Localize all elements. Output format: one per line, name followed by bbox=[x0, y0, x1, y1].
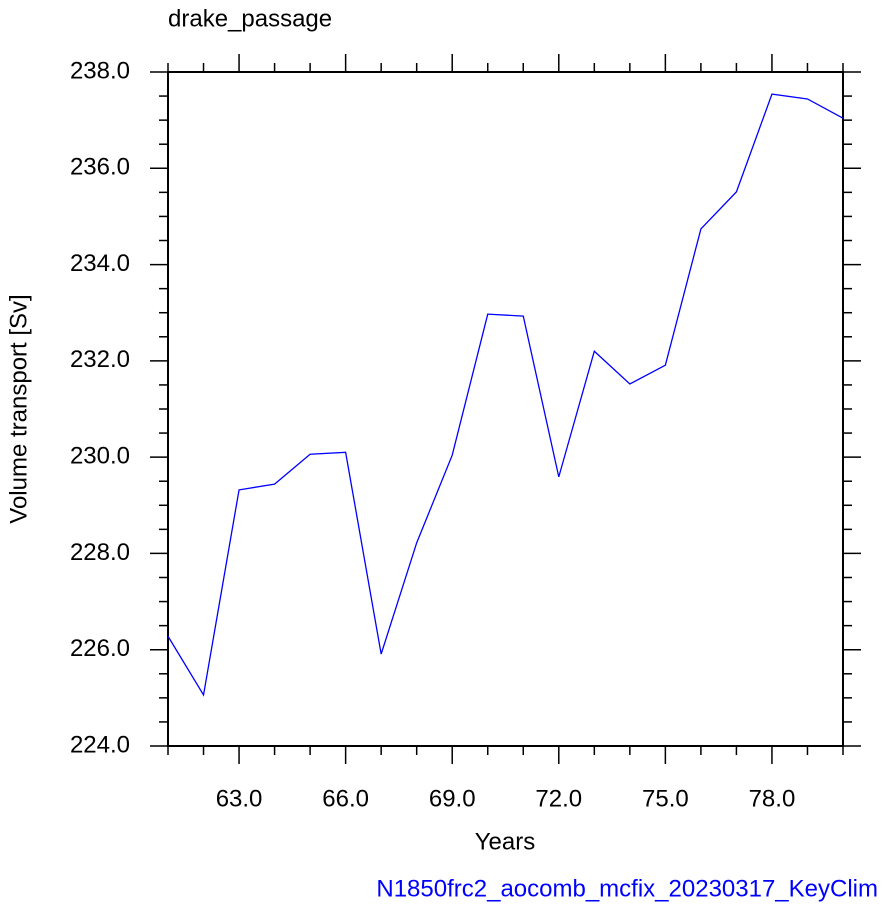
y-tick-label: 234.0 bbox=[70, 250, 130, 277]
y-axis-label: Volume transport [Sv] bbox=[5, 294, 32, 523]
y-tick-label: 224.0 bbox=[70, 731, 130, 758]
case-name: N1850frc2_aocomb_mcfix_20230317_KeyClim bbox=[376, 875, 878, 902]
y-tick-label: 228.0 bbox=[70, 539, 130, 566]
x-tick-label: 69.0 bbox=[429, 785, 476, 812]
x-tick-label: 75.0 bbox=[642, 785, 689, 812]
y-tick-label: 230.0 bbox=[70, 442, 130, 469]
data-line bbox=[167, 93, 844, 697]
x-tick-label: 63.0 bbox=[216, 785, 263, 812]
x-axis-label: Years bbox=[475, 828, 536, 855]
plot-frame bbox=[167, 71, 844, 747]
x-tick-label: 78.0 bbox=[749, 785, 796, 812]
x-tick-label: 72.0 bbox=[535, 785, 582, 812]
y-tick-label: 232.0 bbox=[70, 346, 130, 373]
y-tick-label: 226.0 bbox=[70, 635, 130, 662]
x-tick-label: 66.0 bbox=[322, 785, 369, 812]
y-tick-label: 236.0 bbox=[70, 154, 130, 181]
y-tick-label: 238.0 bbox=[70, 57, 130, 84]
chart-title: drake_passage bbox=[168, 5, 332, 32]
